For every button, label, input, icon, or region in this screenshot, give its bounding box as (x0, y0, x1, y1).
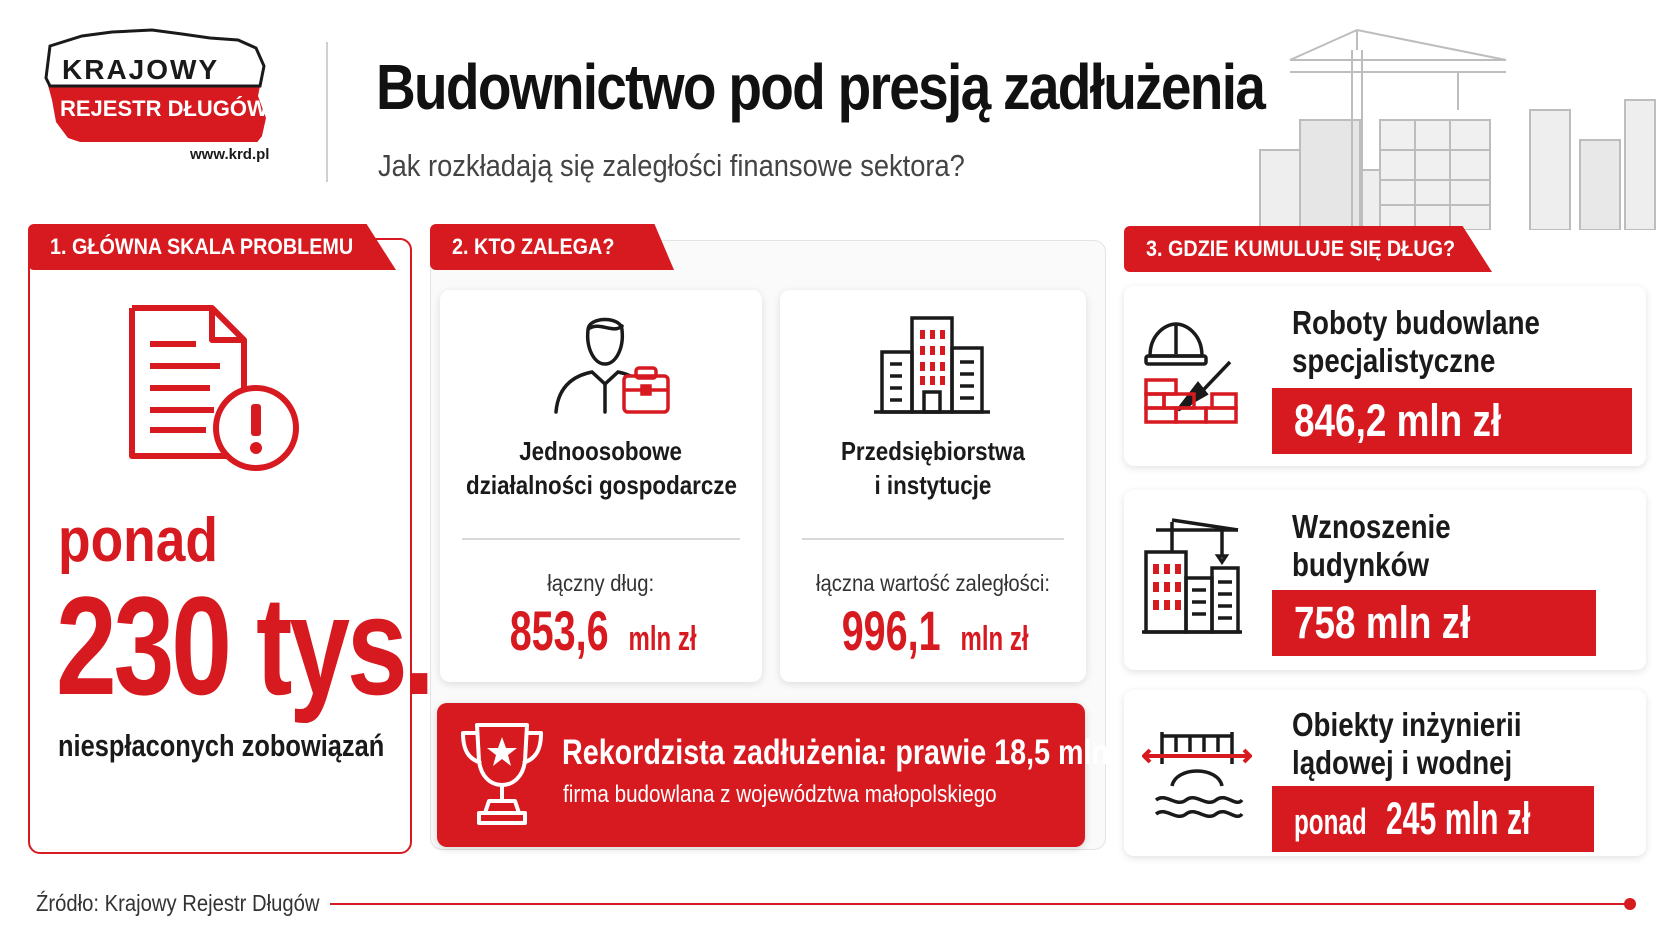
section-1-tag: 1. GŁÓWNA SKALA PROBLEMU (28, 224, 396, 270)
office-buildings-icon (874, 316, 990, 414)
sector-value-bar: 758 mln zł (1272, 590, 1596, 656)
section-2-tag: 2. KTO ZALEGA? (430, 224, 674, 270)
logo-subtitle: REJESTR DŁUGÓW (60, 96, 268, 121)
logo-url: www.krd.pl (190, 146, 270, 163)
document-warning-icon (129, 305, 299, 471)
card-divider (462, 538, 740, 540)
footer-dot (1624, 898, 1636, 910)
source-note: Źródło: Krajowy Rejestr Długów (36, 890, 320, 916)
sector-card-civil-engineering: Obiekty inżynierii lądowej i wodnej pona… (1124, 690, 1646, 856)
debtor-card-title-line1: Przedsiębiorstwa (841, 436, 1025, 466)
page-title: Budownictwo pod presją zadłużenia (376, 51, 1266, 123)
debtor-card-label: łączna wartość zaległości: (816, 570, 1050, 596)
poland-map-icon (42, 28, 282, 176)
logo: KRAJOWY REJESTR DŁUGÓW www.krd.pl (42, 26, 282, 176)
debtor-card-value: 996,1 mln zł (841, 599, 1028, 662)
debtor-card-label: łączny dług: (547, 570, 655, 596)
debtor-card-companies: Przedsiębiorstwa i instytucje łączna war… (780, 290, 1086, 682)
page-subtitle: Jak rozkładają się zaległości finansowe … (378, 148, 965, 183)
debtor-card-title-line2: działalności gospodarcze (465, 470, 737, 500)
sector-title-line2: specjalistyczne (1292, 342, 1496, 379)
trophy-icon (461, 723, 543, 825)
logo-wordmark: KRAJOWY (62, 54, 220, 85)
sector-title-line1: Roboty budowlane (1292, 304, 1540, 341)
debtor-card-title-line2: i instytucje (874, 470, 992, 500)
record-debtor-banner: Rekordzista zadłużenia: prawie 18,5 mln … (437, 703, 1139, 847)
debtor-card-value: 853,6 mln zł (509, 599, 696, 662)
card-divider (802, 538, 1064, 540)
person-briefcase-icon (554, 317, 670, 414)
scale-caption: niespłaconych zobowiązań (58, 728, 385, 763)
bridge-water-icon (1142, 732, 1252, 818)
record-debtor-amount: Rekordzista zadłużenia: prawie 18,5 mln … (562, 733, 1140, 772)
header-divider (326, 42, 328, 182)
sector-card-specialist-works: Roboty budowlane specjalistyczne 846,2 m… (1124, 286, 1646, 466)
record-debtor-description: firma budowlana z województwa małopolski… (563, 781, 997, 808)
footer-rule (330, 903, 1625, 905)
sector-value-bar: 846,2 mln zł (1272, 388, 1632, 454)
sector-title-line2: lądowej i wodnej (1292, 744, 1513, 781)
scale-value: 230 tys. (56, 567, 435, 724)
sector-title-line2: budynków (1292, 546, 1430, 583)
section-3-tag: 3. GDZIE KUMULUJE SIĘ DŁUG? (1124, 226, 1492, 272)
sector-value-bar: ponad 245 mln zł (1272, 786, 1594, 852)
crane-building-icon (1142, 518, 1242, 634)
construction-crane-icon (1259, 29, 1656, 230)
debtor-card-title-line1: Jednoosobowe (519, 436, 683, 466)
sector-card-building-erection: Wznoszenie budynków 758 mln zł (1124, 490, 1646, 670)
hardhat-bricks-icon (1144, 322, 1238, 424)
sector-title-line1: Obiekty inżynierii (1292, 706, 1522, 743)
scale-prefix: ponad (58, 506, 218, 575)
sector-title-line1: Wznoszenie (1292, 508, 1451, 545)
debtor-card-sole-traders: Jednoosobowe działalności gospodarcze łą… (440, 290, 762, 682)
